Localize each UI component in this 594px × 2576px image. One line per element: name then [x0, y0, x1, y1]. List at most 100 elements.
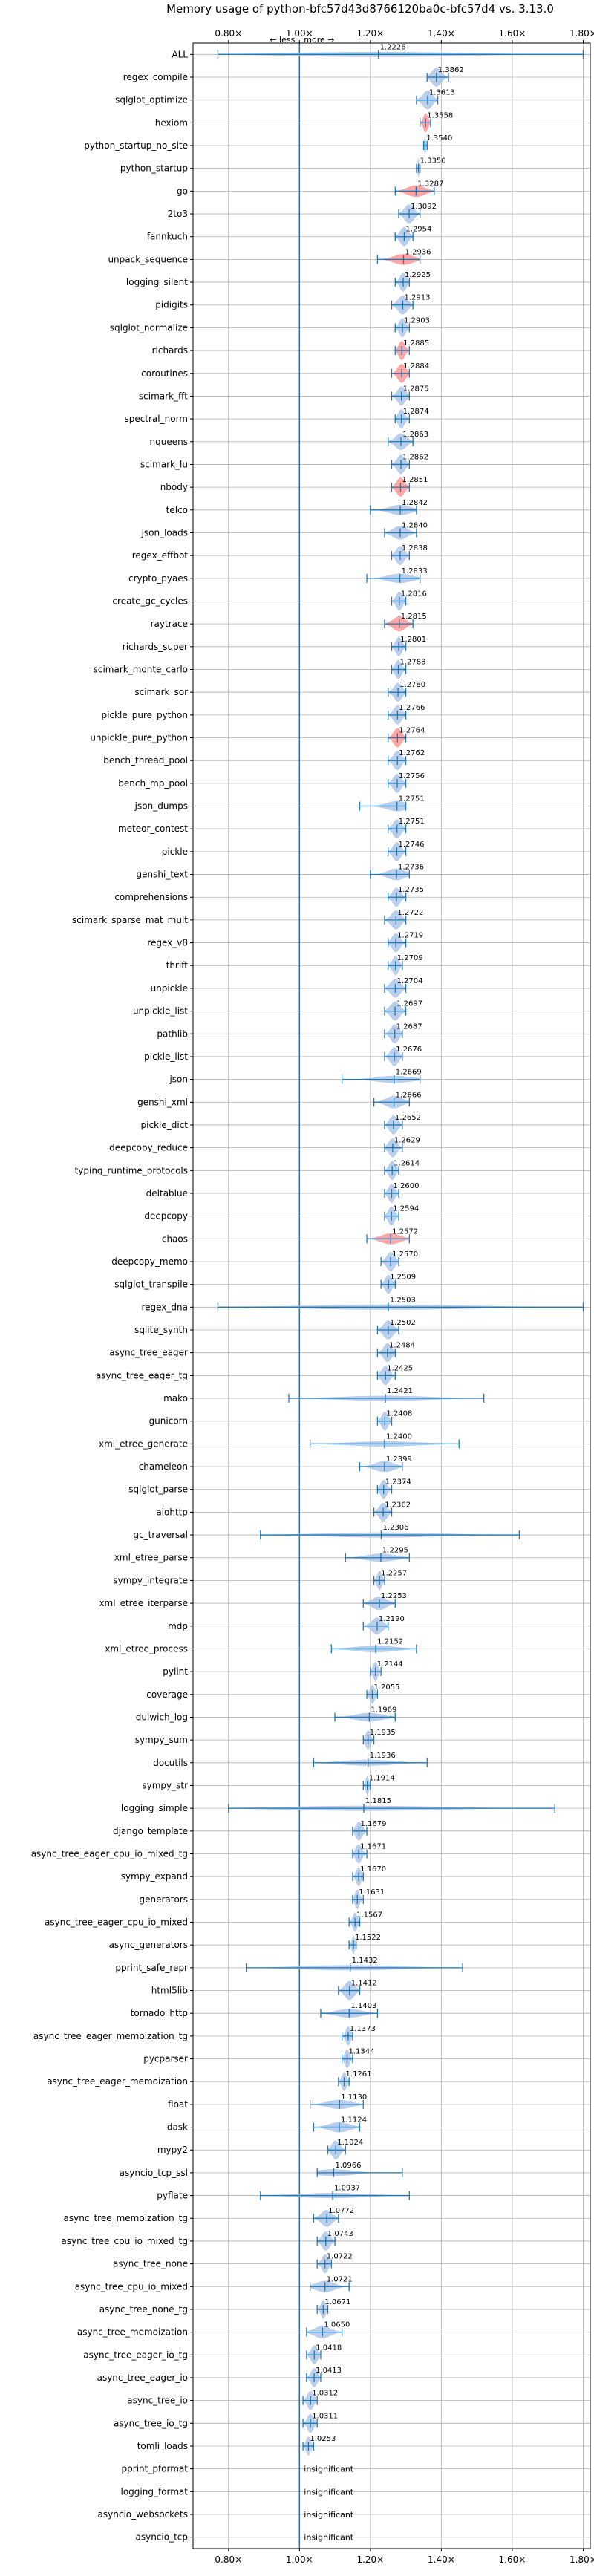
label-layer: ALL 1.2226 regex_compile 1.3862 sqlglot_opti…	[31, 43, 464, 2542]
benchmark-name-label: django_template	[113, 1826, 188, 1836]
benchmark-name-label: xml_etree_parse	[114, 1553, 188, 1563]
value-label: 1.2840	[402, 521, 428, 529]
violin-layer	[217, 50, 584, 2456]
value-label: 1.3092	[411, 203, 437, 211]
benchmark-name-label: async_tree_none_tg	[99, 2304, 188, 2315]
benchmark-name-label: dask	[167, 2122, 188, 2133]
benchmark-name-label: bench_mp_pool	[118, 778, 188, 789]
benchmark-name-label: sqlglot_normalize	[110, 322, 188, 333]
value-label: 1.0312	[312, 2390, 338, 2398]
less-direction-label: ← less	[270, 35, 295, 45]
value-label: 1.2652	[395, 1114, 421, 1122]
value-label: 1.2144	[377, 1660, 403, 1669]
benchmark-name-label: pprint_pformat	[122, 2464, 189, 2474]
benchmark-name-label: typing_runtime_protocols	[75, 1165, 188, 1175]
value-label: 1.2816	[401, 590, 427, 598]
benchmark-name-label: scimark_monte_carlo	[94, 665, 188, 675]
benchmark-name-label: python_startup_no_site	[84, 140, 188, 151]
value-label: 1.1567	[356, 1911, 382, 1920]
value-label: 1.0671	[324, 2298, 350, 2306]
benchmark-name-label: hexiom	[155, 117, 188, 128]
value-label: 1.2629	[394, 1137, 420, 1145]
benchmark-name-label: regex_compile	[123, 72, 188, 82]
insignificant-label: insignificant	[304, 2465, 354, 2474]
value-label: 1.2954	[405, 226, 431, 234]
value-label: 1.1935	[370, 1729, 396, 1737]
value-label: 1.3540	[426, 134, 452, 143]
benchmark-name-label: async_tree_eager_cpu_io_mixed_tg	[31, 1848, 188, 1859]
value-label: 1.2484	[389, 1342, 415, 1350]
benchmark-name-label: regex_effbot	[132, 550, 189, 561]
benchmark-name-label: docutils	[153, 1758, 188, 1768]
benchmark-name-label: richards_super	[123, 642, 188, 652]
value-label: 1.2226	[380, 43, 406, 51]
benchmark-name-label: xml_etree_generate	[99, 1438, 188, 1449]
value-label: 1.0311	[312, 2412, 338, 2420]
value-label: 1.2735	[398, 886, 424, 894]
value-label: 1.2570	[392, 1250, 418, 1259]
value-label: 1.1124	[341, 2116, 367, 2125]
value-label: 1.2751	[399, 818, 425, 826]
value-label: 1.3558	[427, 111, 453, 120]
benchmark-name-label: fannkuch	[147, 232, 188, 242]
value-label: 1.2838	[402, 544, 428, 552]
value-label: 1.1914	[369, 1774, 395, 1782]
value-label: 1.2801	[400, 636, 426, 644]
benchmark-name-label: richards	[152, 345, 188, 356]
benchmark-name-label: nqueens	[150, 437, 188, 447]
benchmark-name-label: xml_etree_iterparse	[99, 1598, 188, 1608]
benchmark-name-label: async_tree_none	[113, 2259, 188, 2269]
benchmark-name-label: async_tree_memoization_tg	[64, 2213, 188, 2223]
benchmark-name-label: unpickle_list	[133, 1006, 188, 1017]
value-label: 1.2509	[390, 1274, 416, 1282]
benchmark-name-label: logging_silent	[126, 277, 188, 287]
value-label: 1.2295	[382, 1547, 408, 1555]
value-label: 1.2676	[396, 1046, 422, 1054]
benchmark-name-label: sympy_integrate	[113, 1575, 188, 1585]
benchmark-name-label: deepcopy_reduce	[109, 1143, 188, 1153]
benchmark-name-label: async_tree_io	[127, 2396, 188, 2406]
value-label: 1.2399	[386, 1455, 412, 1464]
benchmark-name-label: mako	[163, 1393, 188, 1403]
value-label: 1.2257	[381, 1569, 407, 1577]
benchmark-name-label: regex_v8	[147, 938, 188, 948]
benchmark-name-label: coverage	[146, 1689, 188, 1700]
benchmark-name-label: raytrace	[151, 619, 188, 629]
benchmark-name-label: tornado_http	[131, 2008, 188, 2018]
chart-title: Memory usage of python-bfc57d43d8766120b…	[166, 2, 554, 16]
bottom-tick-label: 1.60×	[499, 2554, 526, 2565]
value-label: 1.2736	[398, 864, 424, 872]
value-label: 1.2925	[405, 271, 431, 279]
benchmark-name-label: generators	[139, 1894, 188, 1905]
value-label: 1.2764	[399, 727, 425, 735]
benchmark-name-label: sympy_str	[142, 1780, 188, 1790]
benchmark-name-label: mdp	[168, 1621, 188, 1631]
benchmark-name-label: unpickle	[151, 983, 188, 994]
value-label: 1.2697	[396, 1000, 422, 1008]
value-label: 1.2903	[404, 316, 430, 325]
value-label: 1.1670	[360, 1865, 386, 1874]
benchmark-name-label: pprint_safe_repr	[115, 1963, 188, 1973]
value-label: 1.0743	[327, 2230, 353, 2238]
value-label: 1.2756	[399, 772, 425, 780]
benchmark-name-label: dulwich_log	[136, 1712, 188, 1722]
value-label: 1.1631	[359, 1888, 385, 1897]
benchmark-name-label: meteor_contest	[118, 824, 188, 834]
value-label: 1.0937	[334, 2185, 360, 2193]
benchmark-name-label: chaos	[162, 1233, 188, 1244]
value-label: 1.2874	[403, 408, 429, 416]
benchmark-name-label: asyncio_tcp	[135, 2532, 188, 2543]
more-direction-label: more →	[304, 35, 334, 45]
benchmark-name-label: async_tree_eager_io_tg	[83, 2350, 188, 2360]
benchmark-name-label: nbody	[160, 482, 188, 492]
value-label: 1.2572	[392, 1227, 418, 1236]
value-label: 1.0966	[335, 2162, 361, 2170]
benchmark-name-label: mypy2	[157, 2145, 188, 2155]
benchmark-name-label: python_startup	[120, 163, 188, 174]
value-label: 1.3356	[420, 157, 446, 166]
value-label: 1.2851	[402, 476, 428, 484]
benchmark-name-label: sqlglot_transpile	[114, 1279, 188, 1290]
benchmark-name-label: pycparser	[143, 2054, 188, 2064]
benchmark-name-label: sqlite_synth	[134, 1325, 188, 1335]
